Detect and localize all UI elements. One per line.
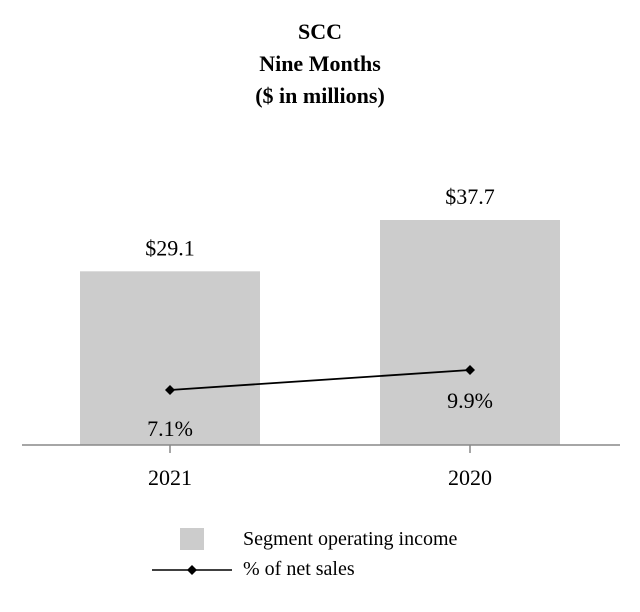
chart-title-line-3: ($ in millions): [255, 83, 385, 108]
line-marker-diamond-2020: [465, 365, 475, 375]
bar-2021: [80, 271, 260, 445]
x-tick-label-2021: 2021: [148, 465, 192, 490]
bar-2020: [380, 220, 560, 445]
bar-value-label-2021: $29.1: [145, 235, 195, 260]
legend-swatch-bar: [180, 528, 204, 550]
chart-title-line-2: Nine Months: [259, 51, 381, 76]
line-value-label-2021: 7.1%: [147, 416, 193, 441]
bar-value-label-2020: $37.7: [445, 184, 495, 209]
line-marker-diamond-2021: [165, 385, 175, 395]
line-series-percent-net-sales: [169, 369, 471, 391]
x-tick-label-2020: 2020: [448, 465, 492, 490]
legend-label-segment-operating-income: Segment operating income: [243, 528, 458, 550]
legend-label-percent-of-net-sales: % of net sales: [243, 558, 355, 580]
line-value-label-2020: 9.9%: [447, 388, 493, 413]
legend-swatch-diamond-icon: [187, 565, 197, 575]
chart-title-line-1: SCC: [297, 19, 342, 44]
